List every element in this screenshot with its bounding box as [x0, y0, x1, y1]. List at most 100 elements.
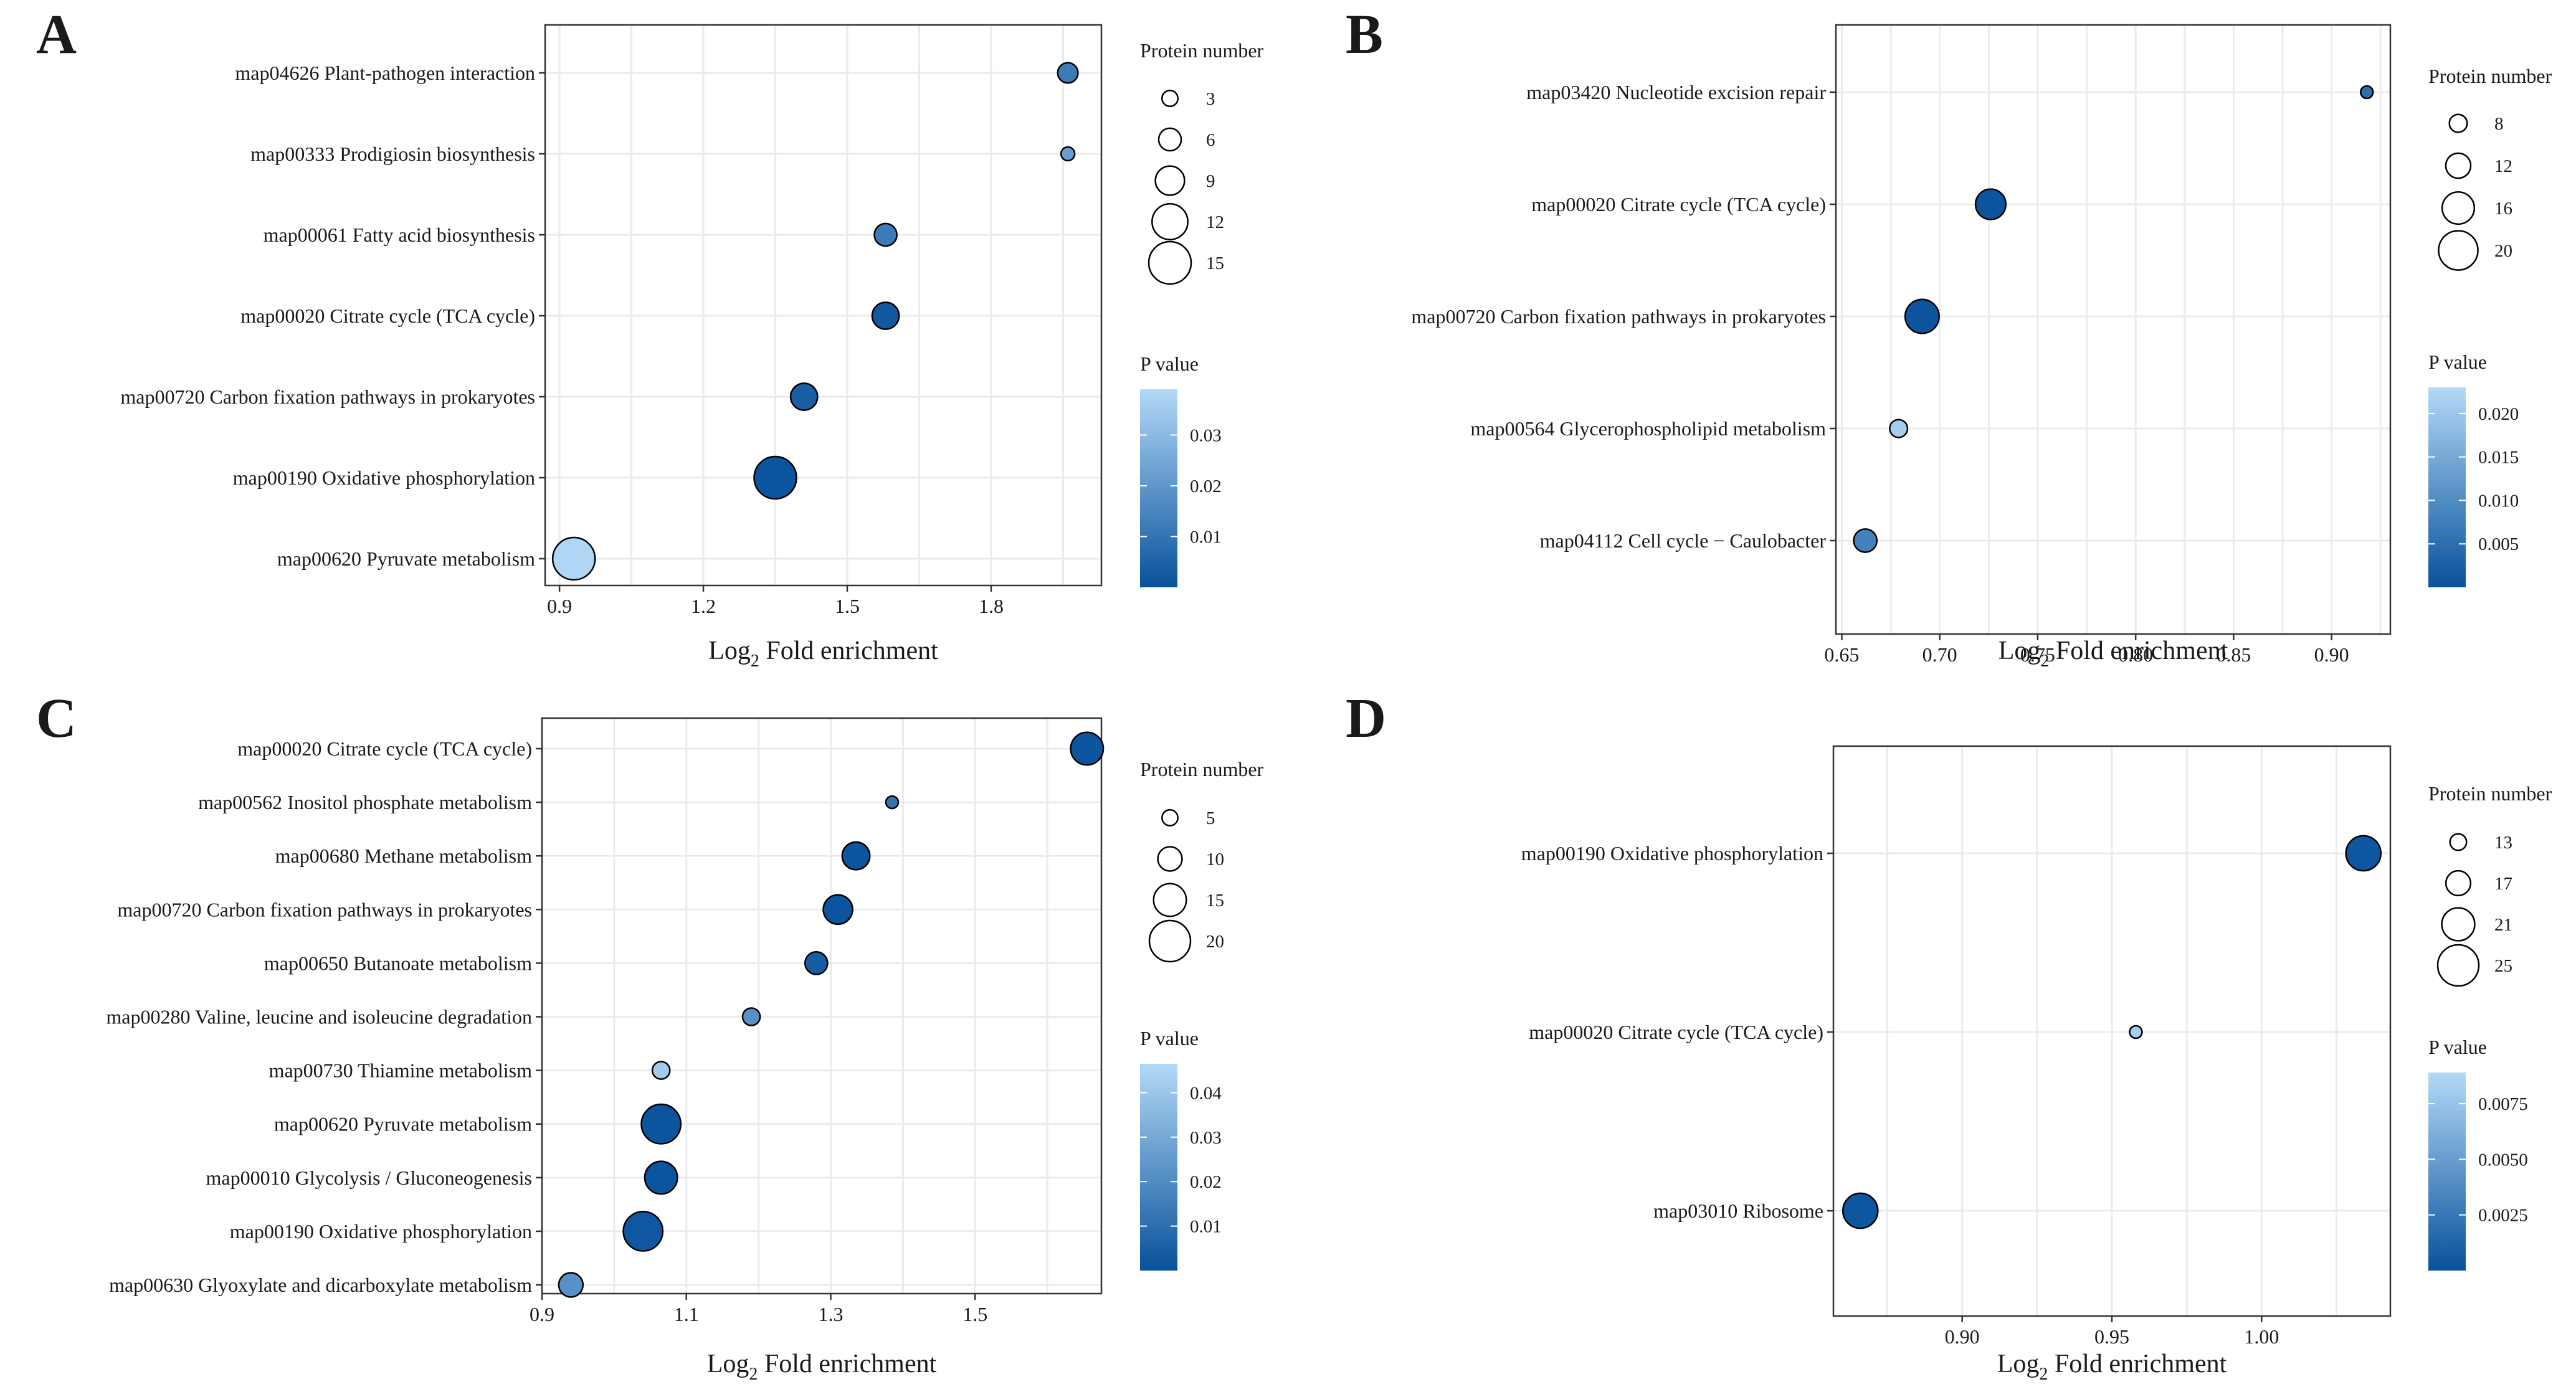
bubble — [822, 894, 853, 926]
category-label: map00720 Carbon fixation pathways in pro… — [117, 898, 532, 921]
size-legend-title: Protein number — [1140, 39, 1264, 62]
x-tick-label: 1.1 — [674, 1303, 699, 1325]
x-axis-title: Log2 Fold enrichment — [1999, 637, 2228, 671]
bubble — [622, 1211, 664, 1252]
bubble — [753, 455, 797, 500]
size-legend-label: 12 — [2494, 156, 2512, 176]
bubble — [1057, 62, 1079, 84]
plot-frame — [541, 717, 1103, 1295]
size-legend-key — [2445, 869, 2472, 897]
x-tick-label: 0.70 — [1922, 643, 1957, 666]
size-legend-key — [2445, 152, 2472, 179]
category-label: map00020 Citrate cycle (TCA cycle) — [1531, 193, 1826, 215]
size-legend-label: 9 — [1206, 171, 1215, 191]
bubble — [651, 1061, 671, 1080]
category-label: map00020 Citrate cycle (TCA cycle) — [237, 737, 532, 760]
bubble — [1889, 419, 1909, 438]
category-label: map00630 Glyoxylate and dicarboxylate me… — [109, 1274, 532, 1296]
size-legend-key — [1153, 883, 1187, 917]
category-label: map00010 Glycolysis / Gluconeogenesis — [206, 1167, 532, 1189]
color-legend-label: 0.01 — [1190, 1217, 1222, 1237]
size-legend-key — [1151, 203, 1189, 240]
panel-letter: D — [1346, 688, 1386, 749]
size-legend-key — [1161, 809, 1179, 826]
size-legend-title: Protein number — [2428, 65, 2552, 87]
category-label: map00730 Thiamine metabolism — [269, 1059, 533, 1082]
category-label: map03420 Nucleotide excision repair — [1526, 81, 1826, 103]
category-label: map00280 Valine, leucine and isoleucine … — [106, 1006, 532, 1028]
size-legend-key — [2449, 833, 2468, 851]
x-axis-title: Log2 Fold enrichment — [707, 1350, 937, 1384]
category-label: map00190 Oxidative phosphorylation — [230, 1220, 532, 1243]
bubble — [640, 1103, 682, 1145]
size-legend-key — [2438, 230, 2479, 271]
size-legend-label: 3 — [1206, 89, 1215, 109]
size-legend-label: 8 — [2494, 114, 2504, 134]
bubble — [789, 382, 819, 411]
bubble — [741, 1007, 761, 1026]
size-legend-label: 25 — [2494, 956, 2512, 976]
color-legend-label: 0.02 — [1190, 1172, 1222, 1192]
bubble — [1974, 188, 2007, 220]
color-legend-label: 0.0075 — [2478, 1094, 2528, 1114]
panel-letter: A — [36, 4, 77, 65]
color-legend-label: 0.01 — [1190, 527, 1222, 547]
size-legend-title: Protein number — [1140, 758, 1264, 780]
size-legend-label: 13 — [2494, 833, 2512, 853]
size-legend-key — [1161, 89, 1179, 108]
color-legend-title: P value — [2428, 1036, 2487, 1058]
color-legend-bar — [2428, 387, 2466, 587]
size-legend-label: 6 — [1206, 130, 1215, 150]
bubble — [558, 1272, 584, 1298]
size-legend-key — [2441, 907, 2476, 942]
bubble — [2360, 85, 2374, 100]
color-legend-label: 0.0025 — [2478, 1206, 2528, 1226]
color-legend-label: 0.02 — [1190, 476, 1222, 496]
category-label: map00650 Butanoate metabolism — [264, 952, 532, 974]
category-label: map00620 Pyruvate metabolism — [277, 547, 535, 570]
size-legend-label: 21 — [2494, 915, 2512, 935]
panel-letter: B — [1346, 4, 1383, 65]
x-tick-label: 0.80 — [2118, 643, 2153, 666]
color-legend-bar — [1140, 1064, 1177, 1271]
x-tick-label: 0.9 — [547, 595, 572, 617]
bubble — [1070, 731, 1105, 766]
panel-letter: C — [36, 688, 77, 749]
bubble — [841, 841, 871, 871]
bubble — [2345, 835, 2382, 872]
x-tick-label: 1.8 — [979, 595, 1004, 617]
color-legend-label: 0.04 — [1190, 1083, 1222, 1103]
size-legend-key — [1157, 846, 1183, 872]
x-tick-label: 0.85 — [2216, 643, 2251, 666]
bubble — [2129, 1025, 2143, 1039]
color-legend-label: 0.03 — [1190, 1128, 1222, 1148]
color-legend-bar — [2428, 1073, 2466, 1271]
category-label: map04626 Plant-pathogen interaction — [235, 62, 535, 84]
bubble — [1842, 1192, 1879, 1229]
x-tick-label: 0.90 — [1945, 1325, 1980, 1348]
size-legend-label: 16 — [2494, 199, 2512, 219]
category-label: map00564 Glycerophospholipid metabolism — [1470, 417, 1826, 440]
size-legend-label: 5 — [1206, 808, 1215, 828]
size-legend-key — [2436, 944, 2480, 987]
color-legend-label: 0.005 — [2478, 534, 2519, 554]
x-tick-label: 1.00 — [2244, 1325, 2279, 1348]
size-legend-key — [2448, 113, 2468, 133]
size-legend-title: Protein number — [2428, 782, 2552, 805]
category-label: map00562 Inositol phosphate metabolism — [198, 791, 532, 813]
x-tick-label: 1.5 — [835, 595, 860, 617]
category-label: map00190 Oxidative phosphorylation — [233, 466, 535, 489]
bubble — [871, 301, 900, 330]
size-legend-label: 10 — [1206, 850, 1224, 869]
size-legend-label: 20 — [1206, 932, 1224, 952]
category-label: map00190 Oxidative phosphorylation — [1521, 842, 1823, 864]
color-legend-label: 0.0050 — [2478, 1150, 2528, 1170]
bubble — [1904, 298, 1940, 334]
size-legend-label: 20 — [2494, 241, 2512, 261]
category-label: map00680 Methane metabolism — [275, 845, 532, 867]
category-label: map00720 Carbon fixation pathways in pro… — [1411, 305, 1826, 328]
x-tick-label: 0.95 — [2094, 1325, 2129, 1348]
color-legend-title: P value — [2428, 351, 2487, 373]
